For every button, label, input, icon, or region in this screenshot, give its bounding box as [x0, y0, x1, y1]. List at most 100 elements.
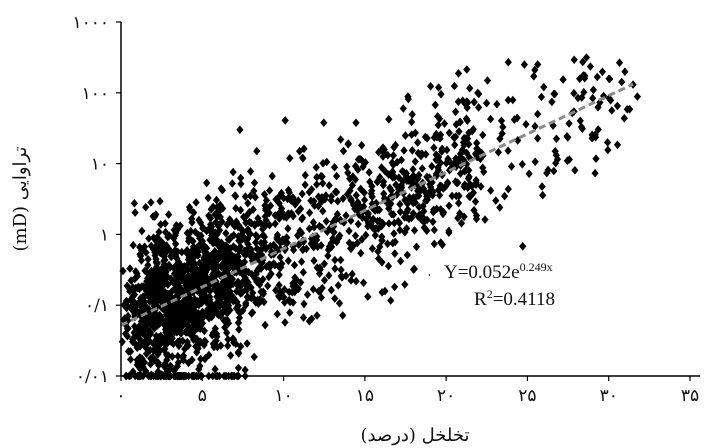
- data-point: [312, 163, 320, 172]
- data-point: [139, 292, 147, 301]
- data-point: [298, 189, 306, 199]
- data-point: [141, 266, 149, 276]
- data-point: [342, 211, 350, 220]
- data-point: [401, 195, 409, 205]
- data-point: [398, 183, 406, 192]
- data-point: [331, 216, 339, 226]
- data-point: [423, 226, 431, 235]
- data-point: [390, 218, 398, 228]
- data-point: [534, 109, 542, 119]
- data-point: [150, 233, 158, 242]
- data-point: [277, 188, 285, 198]
- data-point: [410, 226, 419, 235]
- data-point: [578, 93, 586, 102]
- data-point: [492, 196, 500, 205]
- data-point: [259, 224, 267, 234]
- data-point: [408, 117, 416, 127]
- data-point: [351, 231, 360, 241]
- data-point: [164, 280, 172, 289]
- data-point: [236, 125, 244, 135]
- data-point: [450, 133, 458, 142]
- data-point: [395, 218, 403, 228]
- data-point: [468, 126, 476, 136]
- data-point: [141, 321, 149, 330]
- data-point: [144, 273, 152, 283]
- data-point: [195, 364, 203, 374]
- data-point: [626, 104, 634, 114]
- data-point: [221, 323, 229, 332]
- data-point: [188, 305, 196, 314]
- data-point: [322, 191, 330, 200]
- data-point: [142, 349, 151, 359]
- data-point: [589, 93, 597, 103]
- data-point: [392, 180, 400, 190]
- data-point: [465, 140, 473, 149]
- data-point: [242, 299, 250, 308]
- data-point: [339, 311, 347, 320]
- data-point: [400, 213, 408, 222]
- data-point: [461, 180, 469, 189]
- data-point: [385, 219, 393, 228]
- data-point: [445, 128, 453, 138]
- data-point: [331, 187, 340, 197]
- data-point: [212, 218, 220, 227]
- data-point: [188, 214, 196, 224]
- data-point: [389, 151, 397, 160]
- data-point: [471, 197, 480, 206]
- data-point: [188, 355, 196, 365]
- data-point: [286, 154, 294, 163]
- data-point: [309, 218, 317, 227]
- data-point: [504, 146, 512, 155]
- data-point: [608, 106, 616, 115]
- data-point: [123, 281, 131, 291]
- data-point: [202, 250, 210, 259]
- data-point: [298, 257, 306, 266]
- data-point: [233, 278, 242, 287]
- data-point: [194, 309, 202, 318]
- data-point: [198, 262, 206, 272]
- data-point: [243, 339, 251, 348]
- data-point: [499, 122, 507, 132]
- data-point: [170, 278, 178, 287]
- data-point: [273, 195, 281, 204]
- data-point: [161, 275, 169, 284]
- data-point: [449, 161, 457, 170]
- data-point: [302, 244, 310, 254]
- data-point: [430, 225, 438, 235]
- data-point: [233, 287, 241, 296]
- data-point: [161, 344, 169, 354]
- data-point: [257, 287, 265, 297]
- data-point: [331, 294, 339, 303]
- data-point: [346, 186, 354, 196]
- data-point: [187, 226, 195, 236]
- data-point: [404, 94, 412, 104]
- data-point: [531, 122, 539, 131]
- data-point: [522, 120, 530, 129]
- data-point: [209, 202, 217, 212]
- data-point: [463, 65, 471, 74]
- data-point: [420, 223, 428, 232]
- data-point: [430, 143, 438, 152]
- data-point: [124, 324, 132, 333]
- data-point: [211, 247, 219, 256]
- y-tick-label: ۱: [100, 225, 109, 245]
- data-point: [161, 297, 169, 306]
- data-point: [401, 131, 409, 140]
- data-point: [161, 359, 169, 369]
- data-point: [118, 337, 126, 347]
- data-point: [346, 174, 354, 184]
- data-point: [183, 327, 191, 337]
- data-point: [323, 227, 331, 236]
- data-point: [399, 176, 407, 186]
- data-point: [204, 193, 212, 203]
- data-point: [494, 148, 502, 157]
- data-point: [340, 218, 348, 227]
- trend-r-squared: R2=0.4118: [474, 287, 555, 310]
- data-point: [425, 187, 433, 197]
- data-point: [592, 154, 600, 163]
- data-point: [325, 271, 333, 280]
- data-point: [166, 263, 174, 272]
- data-point: [262, 262, 271, 271]
- data-point: [435, 152, 443, 162]
- data-point: [479, 163, 487, 172]
